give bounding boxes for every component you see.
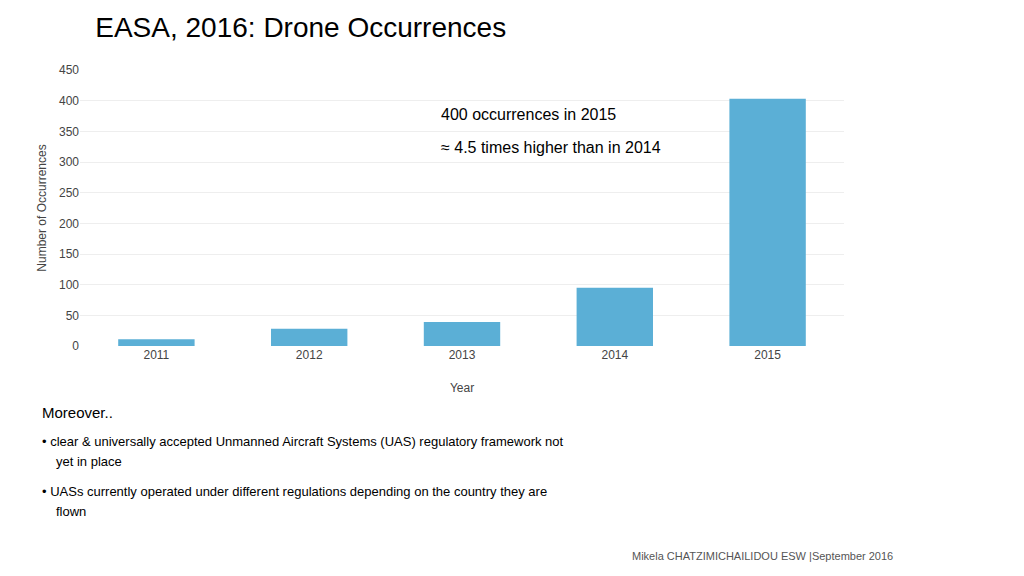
svg-text:0: 0 — [72, 339, 79, 353]
svg-text:100: 100 — [59, 278, 79, 292]
svg-text:2012: 2012 — [296, 348, 323, 362]
svg-text:2015: 2015 — [754, 348, 781, 362]
svg-text:Year: Year — [450, 381, 474, 395]
svg-text:300: 300 — [59, 155, 79, 169]
svg-text:≈ 4.5 times higher than in 201: ≈ 4.5 times higher than in 2014 — [441, 139, 661, 156]
svg-text:2013: 2013 — [449, 348, 476, 362]
svg-text:350: 350 — [59, 125, 79, 139]
svg-text:150: 150 — [59, 247, 79, 261]
svg-text:Mikela CHATZIMICHAILIDOU ESW |: Mikela CHATZIMICHAILIDOU ESW |September … — [632, 550, 893, 562]
svg-text:Moreover..: Moreover.. — [42, 404, 113, 421]
svg-text:flown: flown — [56, 504, 86, 519]
svg-text:50: 50 — [66, 309, 80, 323]
svg-text:• UASs currently operated unde: • UASs currently operated under differen… — [42, 484, 547, 499]
svg-text:400 occurrences in 2015: 400 occurrences in 2015 — [441, 106, 616, 123]
svg-text:400: 400 — [59, 94, 79, 108]
svg-text:EASA, 2016: Drone Occurrences: EASA, 2016: Drone Occurrences — [95, 12, 506, 43]
svg-text:450: 450 — [59, 63, 79, 77]
svg-text:yet in place: yet in place — [56, 454, 122, 469]
svg-text:2011: 2011 — [143, 348, 169, 362]
svg-text:2014: 2014 — [601, 348, 628, 362]
svg-text:• clear & universally accepted: • clear & universally accepted Unmanned … — [42, 434, 564, 449]
svg-text:Number of Occurrences: Number of Occurrences — [35, 144, 49, 271]
svg-text:250: 250 — [59, 186, 79, 200]
svg-text:200: 200 — [59, 217, 79, 231]
